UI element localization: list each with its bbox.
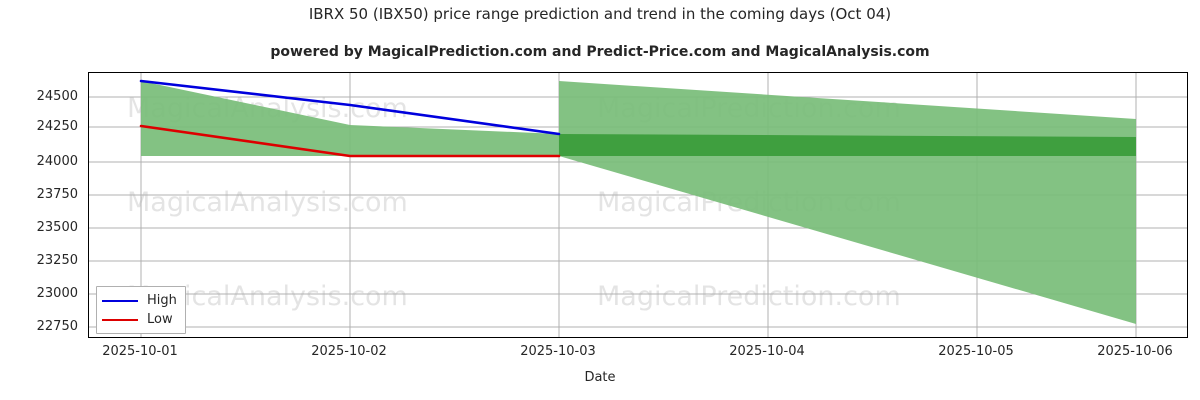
legend-swatch-low bbox=[102, 318, 138, 321]
y-tick-label: 23750 bbox=[36, 187, 78, 202]
legend-item-low: Low bbox=[102, 310, 177, 329]
x-tick-label: 2025-10-04 bbox=[729, 344, 805, 359]
chart-canvas bbox=[89, 73, 1187, 337]
series-line-low bbox=[139, 124, 561, 158]
x-tick-label: 2025-10-02 bbox=[311, 344, 387, 359]
y-tick-label: 24250 bbox=[36, 119, 78, 134]
legend-swatch-high bbox=[102, 299, 138, 302]
forecast-core-band bbox=[559, 134, 1136, 156]
chart-title: IBRX 50 (IBX50) price range prediction a… bbox=[308, 5, 892, 23]
forecast-cone-band bbox=[559, 81, 1136, 324]
series-line-high bbox=[139, 79, 561, 136]
y-tick-label: 24500 bbox=[36, 89, 78, 104]
legend-label-low: Low bbox=[147, 312, 173, 327]
x-tick-label: 2025-10-06 bbox=[1097, 344, 1173, 359]
legend-item-high: High bbox=[102, 291, 177, 310]
x-axis-label: Date bbox=[584, 370, 616, 385]
x-tick-label: 2025-10-05 bbox=[938, 344, 1014, 359]
y-tick-label: 23000 bbox=[36, 286, 78, 301]
y-tick-label: 24000 bbox=[36, 154, 78, 169]
x-tick-label: 2025-10-01 bbox=[102, 344, 178, 359]
x-tick-label: 2025-10-03 bbox=[520, 344, 596, 359]
historical-range-band bbox=[141, 81, 559, 156]
y-tick-label: 22750 bbox=[36, 319, 78, 334]
chart-legend: High Low bbox=[96, 286, 186, 334]
y-tick-label: 23500 bbox=[36, 220, 78, 235]
plot-area: MagicalAnalysis.com MagicalPrediction.co… bbox=[88, 72, 1188, 338]
legend-label-high: High bbox=[147, 293, 177, 308]
chart-subtitle: powered by MagicalPrediction.com and Pre… bbox=[270, 44, 930, 60]
y-tick-label: 23250 bbox=[36, 253, 78, 268]
